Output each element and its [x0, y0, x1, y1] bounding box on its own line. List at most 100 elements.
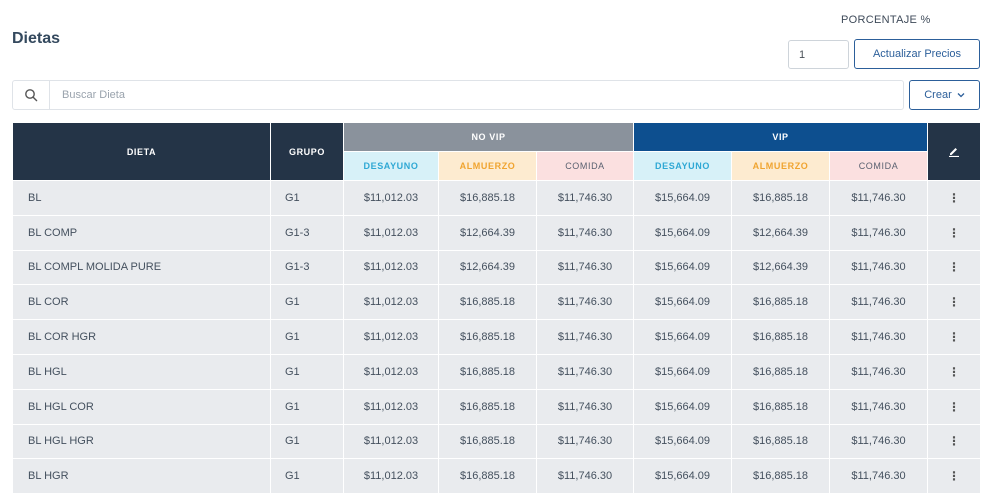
header-novip: NO VIP	[343, 122, 634, 152]
cell-novip-comida: $11,746.30	[536, 319, 634, 355]
cell-dieta: BL COMP	[12, 214, 271, 251]
cell-vip-desayuno: $15,664.09	[633, 388, 732, 425]
cell-novip-desayuno: $11,012.03	[343, 284, 439, 321]
cell-novip-desayuno: $11,012.03	[343, 388, 439, 425]
cell-novip-comida: $11,746.30	[536, 388, 634, 425]
pencil-icon	[949, 147, 960, 157]
row-menu-icon[interactable]: ⋮	[927, 180, 982, 216]
cell-vip-almuerzo: $16,885.18	[731, 284, 830, 321]
cell-grupo: G1	[270, 423, 344, 460]
page-title: Dietas	[12, 30, 61, 47]
cell-vip-comida: $11,746.30	[828, 388, 929, 425]
cell-vip-comida: $11,746.30	[828, 353, 929, 390]
row-menu-icon[interactable]: ⋮	[927, 423, 982, 460]
cell-dieta: BL HGL	[12, 353, 271, 390]
cell-novip-comida: $11,746.30	[536, 249, 634, 286]
header-novip-comida: COMIDA	[536, 151, 634, 181]
table-row[interactable]: BL COR G1 $11,012.03 $16,885.18 $11,746.30 $1…	[12, 284, 982, 321]
update-prices-button[interactable]: Actualizar Precios	[854, 39, 980, 69]
cell-grupo: G1	[270, 458, 344, 495]
cell-novip-comida: $11,746.30	[536, 214, 634, 251]
table-row[interactable]: BL HGR G1 $11,012.03 $16,885.18 $11,746.30 $1…	[12, 458, 982, 495]
cell-vip-comida: $11,746.30	[828, 423, 929, 460]
table-row[interactable]: BL HGL COR G1 $11,012.03 $16,885.18 $11,746.…	[12, 388, 982, 425]
percent-input[interactable]	[788, 40, 849, 69]
cell-vip-almuerzo: $16,885.18	[731, 423, 830, 460]
cell-novip-comida: $11,746.30	[536, 284, 634, 321]
cell-novip-desayuno: $11,012.03	[343, 180, 439, 216]
row-menu-icon[interactable]: ⋮	[927, 319, 982, 355]
cell-vip-desayuno: $15,664.09	[633, 249, 732, 286]
header-novip-desayuno: DESAYUNO	[343, 151, 439, 181]
cell-novip-desayuno: $11,012.03	[343, 319, 439, 355]
cell-vip-comida: $11,746.30	[828, 214, 929, 251]
row-menu-icon[interactable]: ⋮	[927, 353, 982, 390]
cell-grupo: G1	[270, 180, 344, 216]
table-row[interactable]: BL COMP G1-3 $11,012.03 $12,664.39 $11,746.3…	[12, 214, 982, 251]
header-grupo[interactable]: GRUPO	[270, 122, 344, 181]
cell-dieta: BL HGR	[12, 458, 271, 495]
cell-novip-desayuno: $11,012.03	[343, 214, 439, 251]
cell-vip-comida: $11,746.30	[828, 249, 929, 286]
search-icon[interactable]	[13, 81, 50, 109]
cell-vip-desayuno: $15,664.09	[633, 214, 732, 251]
cell-vip-comida: $11,746.30	[828, 180, 929, 216]
cell-vip-almuerzo: $12,664.39	[731, 214, 830, 251]
cell-vip-almuerzo: $16,885.18	[731, 353, 830, 390]
search-input[interactable]	[50, 81, 903, 109]
cell-grupo: G1	[270, 319, 344, 355]
table-row[interactable]: BL G1 $11,012.03 $16,885.18 $11,746.30 $15,66…	[12, 180, 982, 216]
cell-dieta: BL HGL HGR	[12, 423, 271, 460]
cell-vip-desayuno: $15,664.09	[633, 284, 732, 321]
table-row[interactable]: BL COMPL MOLIDA PURE G1-3 $11,012.03 $12,66…	[12, 249, 982, 286]
dietas-table: DIETA GRUPO NO VIP VIP DESAYUNO ALMUERZO…	[12, 122, 982, 495]
cell-vip-desayuno: $15,664.09	[633, 458, 732, 495]
cell-vip-comida: $11,746.30	[828, 319, 929, 355]
cell-novip-comida: $11,746.30	[536, 353, 634, 390]
cell-vip-almuerzo: $16,885.18	[731, 458, 830, 495]
table-row[interactable]: BL HGL HGR G1 $11,012.03 $16,885.18 $11,746.…	[12, 423, 982, 460]
cell-grupo: G1-3	[270, 249, 344, 286]
cell-grupo: G1	[270, 353, 344, 390]
cell-novip-almuerzo: $16,885.18	[438, 319, 537, 355]
cell-dieta: BL	[12, 180, 271, 216]
create-button[interactable]: Crear	[909, 80, 980, 110]
cell-vip-desayuno: $15,664.09	[633, 319, 732, 355]
cell-dieta: BL HGL COR	[12, 388, 271, 425]
row-menu-icon[interactable]: ⋮	[927, 458, 982, 495]
cell-vip-almuerzo: $16,885.18	[731, 388, 830, 425]
cell-grupo: G1-3	[270, 214, 344, 251]
cell-novip-comida: $11,746.30	[536, 458, 634, 495]
search-bar	[12, 80, 904, 110]
cell-novip-desayuno: $11,012.03	[343, 458, 439, 495]
row-menu-icon[interactable]: ⋮	[927, 284, 982, 321]
table-row[interactable]: BL HGL G1 $11,012.03 $16,885.18 $11,746.30 $1…	[12, 353, 982, 390]
cell-novip-almuerzo: $12,664.39	[438, 214, 537, 251]
header-edit	[927, 122, 982, 181]
row-menu-icon[interactable]: ⋮	[927, 214, 982, 251]
header-vip-desayuno: DESAYUNO	[633, 151, 732, 181]
cell-novip-almuerzo: $16,885.18	[438, 388, 537, 425]
cell-novip-desayuno: $11,012.03	[343, 353, 439, 390]
cell-grupo: G1	[270, 284, 344, 321]
cell-vip-almuerzo: $12,664.39	[731, 249, 830, 286]
cell-vip-almuerzo: $16,885.18	[731, 319, 830, 355]
table-row[interactable]: BL COR HGR G1 $11,012.03 $16,885.18 $11,746.…	[12, 319, 982, 355]
cell-vip-comida: $11,746.30	[828, 284, 929, 321]
header-vip-almuerzo: ALMUERZO	[731, 151, 830, 181]
cell-dieta: BL COR HGR	[12, 319, 271, 355]
cell-novip-comida: $11,746.30	[536, 180, 634, 216]
cell-novip-almuerzo: $16,885.18	[438, 458, 537, 495]
header-dieta[interactable]: DIETA	[12, 122, 271, 181]
cell-vip-desayuno: $15,664.09	[633, 423, 732, 460]
row-menu-icon[interactable]: ⋮	[927, 249, 982, 286]
header-vip-comida: COMIDA	[828, 151, 929, 181]
cell-vip-desayuno: $15,664.09	[633, 180, 732, 216]
cell-vip-almuerzo: $16,885.18	[731, 180, 830, 216]
row-menu-icon[interactable]: ⋮	[927, 388, 982, 425]
header-novip-almuerzo: ALMUERZO	[438, 151, 537, 181]
cell-novip-comida: $11,746.30	[536, 423, 634, 460]
cell-dieta: BL COR	[12, 284, 271, 321]
header-vip: VIP	[632, 122, 929, 152]
cell-novip-almuerzo: $16,885.18	[438, 423, 537, 460]
